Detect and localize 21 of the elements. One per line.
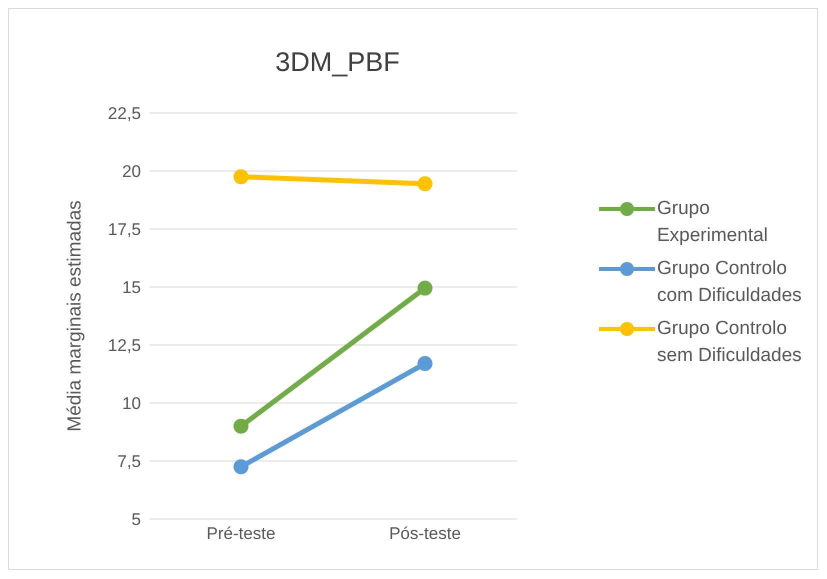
- point: [234, 169, 248, 184]
- legend-label: Grupo Controlo sem Dificuldades: [657, 317, 803, 368]
- legend-label: Grupo Controlo com Dificuldades: [657, 257, 803, 308]
- chart-title: 3DM_PBF: [274, 47, 401, 78]
- y-tick-label: 5: [132, 510, 141, 530]
- y-tick-label: 15: [122, 278, 141, 298]
- y-tick-label: 17,5: [108, 220, 141, 240]
- point: [418, 280, 432, 296]
- y-tick-label: 20: [122, 162, 141, 182]
- point: [418, 176, 432, 192]
- y-tick-label: 22,5: [108, 104, 141, 124]
- y-tick-label: 12,5: [108, 336, 141, 356]
- x-tick-label: Pré-teste: [206, 524, 276, 544]
- y-tick-label: 7,5: [117, 452, 141, 472]
- y-axis-title: Média marginais estimadas: [64, 200, 86, 432]
- point: [418, 356, 432, 372]
- y-tick-label: 10: [122, 394, 141, 414]
- point: [234, 418, 248, 434]
- legend-label: Grupo Experimental: [657, 197, 769, 248]
- x-tick-label: Pós-teste: [389, 524, 461, 544]
- point: [234, 459, 248, 474]
